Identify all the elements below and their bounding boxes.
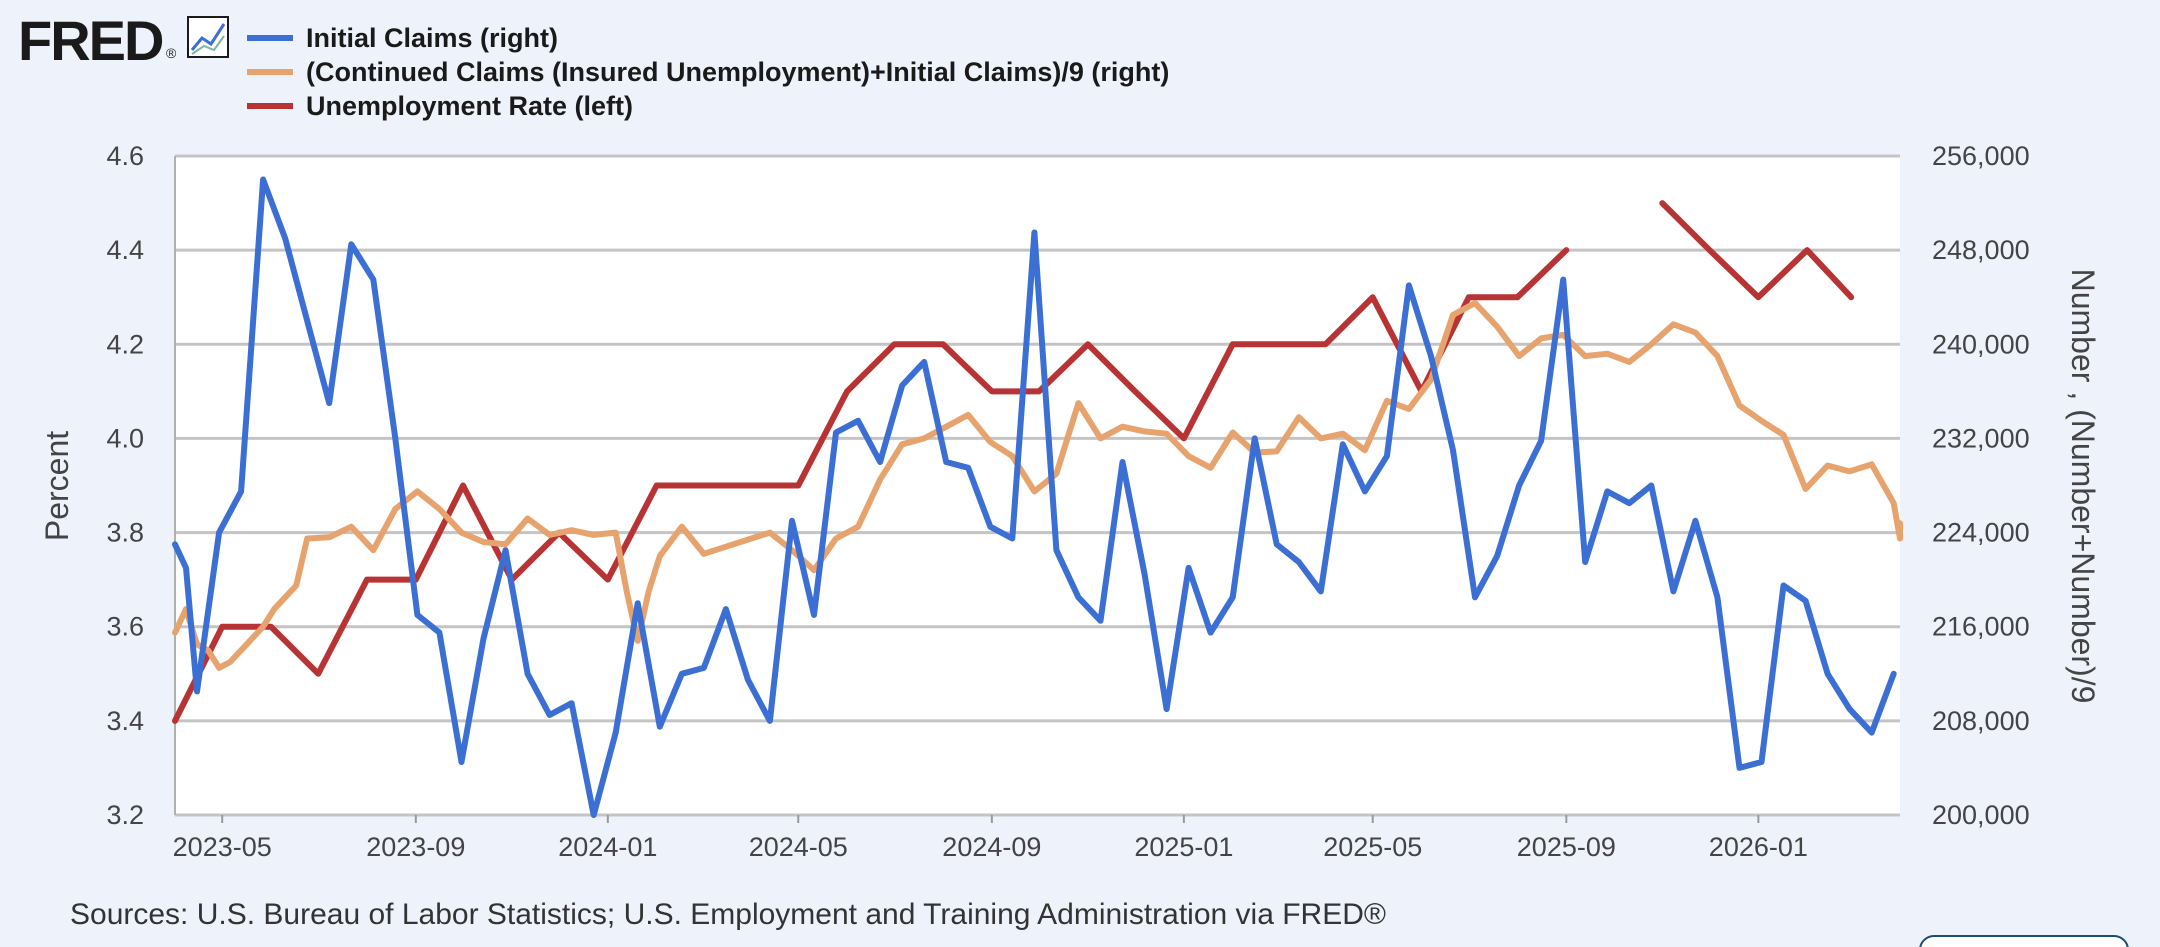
series-line-continued-claims-insured-unemployment-initial-claims-9-right: [172, 300, 1903, 671]
left-tick-label: 4.6: [106, 141, 144, 171]
left-axis-ticks: 3.2 3.4 3.6 3.8 4.0 4.2 4.4 4.6: [106, 141, 144, 830]
source-note: Sources: U.S. Bureau of Labor Statistics…: [70, 898, 1386, 931]
left-tick-label: 3.2: [106, 800, 144, 830]
x-tick-label: 2023-05: [173, 832, 272, 862]
right-tick-label: 256,000: [1932, 141, 2030, 171]
legend-item-unemployment-rate[interactable]: Unemployment Rate (left): [247, 91, 633, 121]
left-axis-title: Percent: [39, 431, 75, 541]
right-tick-label: 224,000: [1932, 518, 2030, 548]
x-axis-ticks: 2023-05 2023-09 2024-01 2024-05 2024-09 2025-…: [173, 815, 1808, 862]
right-tick-label: 248,000: [1932, 235, 2030, 265]
x-tick-label: 2024-09: [942, 832, 1041, 862]
legend-item-initial-claims[interactable]: Initial Claims (right): [247, 23, 558, 53]
left-tick-label: 4.0: [106, 423, 144, 453]
legend-label-continued-claims: (Continued Claims (Insured Unemployment)…: [306, 57, 1169, 87]
x-tick-label: 2025-09: [1517, 832, 1616, 862]
line-chart-icon: [187, 16, 229, 58]
fred-logo[interactable]: FRED ®: [18, 9, 229, 72]
legend-item-continued-claims[interactable]: (Continued Claims (Insured Unemployment)…: [247, 57, 1169, 87]
right-tick-label: 240,000: [1932, 329, 2030, 359]
x-tick-label: 2026-01: [1709, 832, 1808, 862]
legend: Initial Claims (right) (Continued Claims…: [247, 23, 1169, 121]
series-lines: [172, 176, 1903, 818]
x-tick-label: 2025-05: [1323, 832, 1422, 862]
right-tick-label: 208,000: [1932, 706, 2030, 736]
legend-label-initial-claims: Initial Claims (right): [306, 23, 558, 53]
right-tick-label: 232,000: [1932, 423, 2030, 453]
right-tick-label: 216,000: [1932, 612, 2030, 642]
left-tick-label: 3.4: [106, 706, 144, 736]
right-tick-label: 200,000: [1932, 800, 2030, 830]
registered-mark: ®: [166, 45, 177, 61]
left-tick-label: 4.2: [106, 329, 144, 359]
left-tick-label: 3.6: [106, 612, 144, 642]
footer-button-edge[interactable]: [1919, 935, 2129, 947]
left-tick-label: 4.4: [106, 235, 144, 265]
x-tick-label: 2024-01: [558, 832, 657, 862]
right-axis-ticks: 200,000 208,000 216,000 224,000 232,000 240,0…: [1932, 141, 2030, 830]
x-tick-label: 2024-05: [749, 832, 848, 862]
left-tick-label: 3.8: [106, 518, 144, 548]
series-line-unemployment-rate-left: [172, 200, 1855, 724]
right-axis-title: Number , (Number+Number)/9: [2065, 269, 2101, 704]
x-tick-label: 2023-09: [366, 832, 465, 862]
series-line-initial-claims-right: [172, 176, 1897, 818]
fred-logo-text: FRED: [18, 9, 163, 72]
x-tick-label: 2025-01: [1134, 832, 1233, 862]
legend-label-unemployment-rate: Unemployment Rate (left): [306, 91, 633, 121]
